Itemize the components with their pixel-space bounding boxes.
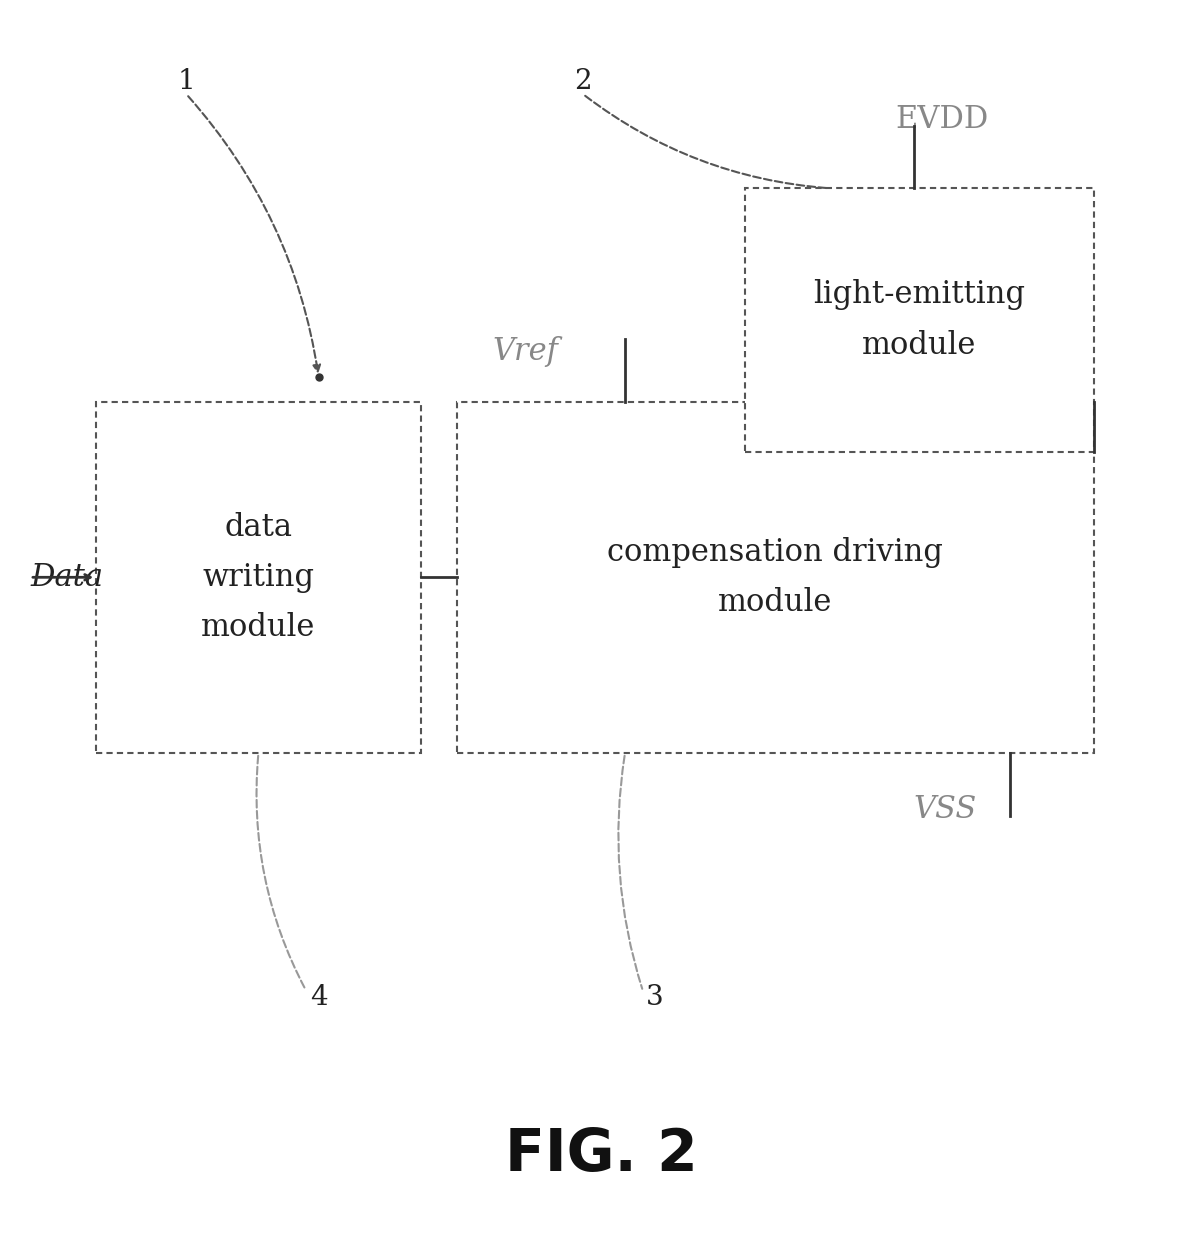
Text: Data: Data — [30, 562, 103, 592]
Bar — [96, 402, 421, 753]
Text: 2: 2 — [575, 68, 591, 95]
Bar — [745, 188, 1094, 452]
Text: 3: 3 — [647, 984, 664, 1012]
Text: VSS: VSS — [914, 794, 977, 825]
Text: FIG. 2: FIG. 2 — [505, 1126, 697, 1183]
Text: data
writing
module: data writing module — [201, 512, 316, 643]
Text: compensation driving
module: compensation driving module — [607, 537, 944, 617]
Text: 1: 1 — [178, 68, 195, 95]
Text: Vref: Vref — [493, 336, 559, 366]
Text: 4: 4 — [310, 984, 327, 1012]
Text: light-emitting
module: light-emitting module — [814, 280, 1025, 360]
Text: EVDD: EVDD — [895, 104, 989, 134]
Bar — [457, 402, 1094, 753]
